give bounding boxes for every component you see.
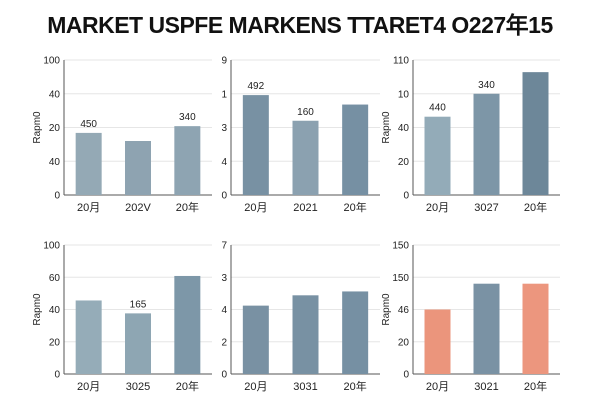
y-tick-label: 0 (54, 370, 60, 381)
bar (242, 95, 269, 195)
y-tick-label: 0 (221, 191, 227, 202)
y-tick-label: 20 (49, 337, 61, 348)
x-tick-label: 20月 (426, 381, 449, 393)
x-tick-label: 3025 (126, 381, 150, 393)
x-tick-label: 3021 (474, 381, 498, 393)
bar (174, 275, 201, 374)
x-tick-label: 20月 (244, 381, 267, 393)
bar (242, 305, 269, 374)
y-tick-label: 100 (43, 241, 60, 252)
y-tick-label: 0 (54, 191, 60, 202)
bar (342, 291, 369, 374)
bar (125, 141, 151, 195)
data-label: 160 (297, 107, 314, 118)
x-tick-label: 20年 (524, 200, 547, 214)
data-label: 450 (80, 119, 97, 130)
y-tick-label: 150 (392, 241, 409, 252)
x-tick-label: 20年 (524, 379, 547, 393)
x-tick-label: 20年 (176, 379, 199, 393)
y-tick-label: 150 (392, 273, 409, 284)
x-tick-label: 3027 (474, 202, 498, 214)
bar (473, 93, 500, 195)
y-tick-label: 46 (398, 305, 410, 316)
bar (75, 300, 102, 374)
x-tick-label: 20月 (244, 202, 267, 214)
bar (473, 283, 500, 374)
y-tick-label: 2 (221, 337, 227, 348)
data-label: 440 (429, 103, 446, 114)
y-tick-label: 4 (221, 157, 227, 168)
y-tick-label: 20 (398, 157, 410, 168)
data-label: 340 (478, 80, 495, 91)
bar (424, 116, 451, 195)
y-axis-label: Rapm0 (32, 293, 43, 326)
bar (174, 126, 201, 195)
y-tick-label: 4 (221, 305, 227, 316)
data-label: 340 (179, 112, 196, 123)
x-tick-label: 20月 (77, 381, 100, 393)
y-tick-label: 40 (398, 123, 410, 134)
y-axis-label: Rapm0 (381, 111, 392, 144)
y-tick-label: 40 (49, 89, 61, 100)
y-tick-label: 1 (221, 89, 227, 100)
y-tick-label: 3 (221, 123, 227, 134)
y-tick-label: 40 (49, 157, 61, 168)
x-tick-label: 202V (125, 202, 151, 214)
y-tick-label: 100 (43, 56, 60, 67)
x-tick-label: 20月 (426, 202, 449, 214)
bar (424, 309, 451, 374)
y-axis-label: Rapm0 (32, 111, 43, 144)
data-label: 492 (247, 81, 264, 92)
bar (342, 104, 369, 195)
y-tick-label: 40 (49, 305, 61, 316)
y-tick-label: 20 (398, 337, 410, 348)
y-tick-label: 9 (221, 56, 227, 67)
x-tick-label: 2021 (293, 202, 317, 214)
y-tick-label: 0 (221, 370, 227, 381)
bar (75, 132, 102, 195)
y-tick-label: 20 (49, 123, 61, 134)
bar (522, 72, 549, 195)
y-tick-label: 10 (398, 89, 410, 100)
bar (522, 283, 549, 374)
y-tick-label: 7 (221, 241, 227, 252)
data-label: 165 (130, 299, 147, 310)
y-tick-label: 0 (403, 191, 409, 202)
bar (292, 120, 319, 195)
x-tick-label: 20年 (176, 200, 199, 214)
y-tick-label: 60 (49, 273, 61, 284)
bar (125, 313, 151, 374)
bar (292, 295, 319, 374)
x-tick-label: 20年 (344, 379, 367, 393)
page-title: MARKET USPFE MARKENS TTARET4 O227年15 (47, 12, 553, 38)
x-tick-label: 20年 (344, 200, 367, 214)
y-axis-label: Rapm0 (381, 293, 392, 326)
y-tick-label: 0 (403, 370, 409, 381)
y-tick-label: 110 (393, 56, 409, 67)
x-tick-label: 3031 (293, 381, 317, 393)
y-tick-label: 3 (221, 273, 227, 284)
x-tick-label: 20月 (77, 202, 100, 214)
